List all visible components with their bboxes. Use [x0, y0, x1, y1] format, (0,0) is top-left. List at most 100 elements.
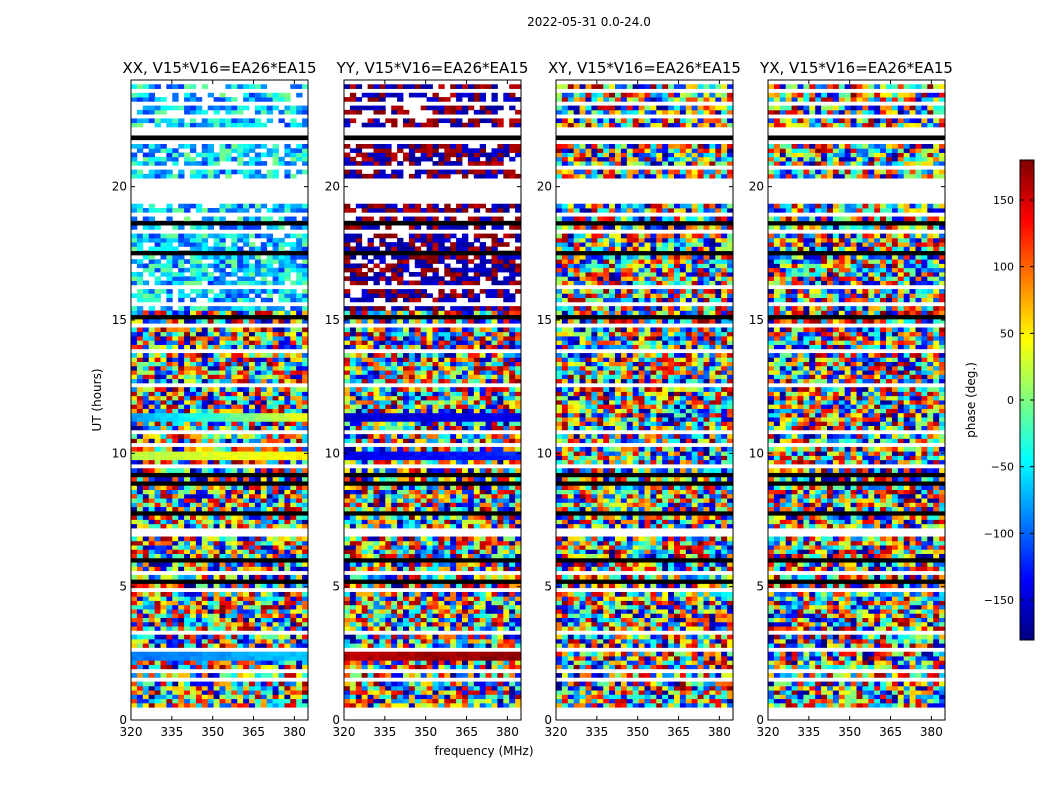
waterfall-cell	[225, 374, 231, 379]
waterfall-cell	[261, 268, 267, 273]
waterfall-cell	[243, 336, 249, 341]
waterfall-cell	[220, 135, 226, 140]
waterfall-cell	[444, 690, 450, 695]
waterfall-cell	[397, 558, 403, 563]
waterfall-cell	[261, 562, 267, 567]
waterfall-cell	[155, 246, 161, 251]
waterfall-cell	[220, 541, 226, 546]
waterfall-cell	[279, 477, 285, 482]
waterfall-cell	[492, 566, 498, 571]
waterfall-cell	[231, 268, 237, 273]
waterfall-cell	[444, 660, 450, 665]
waterfall-cell	[184, 656, 190, 661]
waterfall-cell	[415, 660, 421, 665]
waterfall-cell	[374, 673, 380, 678]
waterfall-cell	[225, 545, 231, 550]
waterfall-cell	[149, 379, 155, 384]
waterfall-cell	[214, 673, 220, 678]
waterfall-cell	[462, 558, 468, 563]
waterfall-cell	[149, 618, 155, 623]
waterfall-cell	[161, 170, 167, 175]
waterfall-cell	[225, 537, 231, 542]
waterfall-cell	[356, 438, 362, 443]
waterfall-cell	[409, 682, 415, 687]
waterfall-cell	[474, 690, 480, 695]
waterfall-cell	[433, 660, 439, 665]
waterfall-cell	[444, 665, 450, 670]
waterfall-cell	[202, 251, 208, 256]
waterfall-cell	[438, 622, 444, 627]
waterfall-cell	[237, 686, 243, 691]
waterfall-cell	[249, 310, 255, 315]
waterfall-cell	[166, 374, 172, 379]
waterfall-cell	[149, 234, 155, 239]
waterfall-cell	[273, 481, 279, 486]
waterfall-cell	[421, 515, 427, 520]
waterfall-cell	[362, 494, 368, 499]
waterfall-cell	[468, 643, 474, 648]
waterfall-cell	[350, 562, 356, 567]
waterfall-cell	[137, 605, 143, 610]
waterfall-cell	[433, 426, 439, 431]
waterfall-cell	[409, 426, 415, 431]
waterfall-cell	[302, 268, 308, 273]
waterfall-cell	[237, 362, 243, 367]
waterfall-cell	[202, 148, 208, 153]
waterfall-cell	[379, 643, 385, 648]
waterfall-cell	[172, 519, 178, 524]
waterfall-cell	[486, 575, 492, 580]
waterfall-cell	[166, 345, 172, 350]
waterfall-cell	[397, 455, 403, 460]
waterfall-cell	[255, 618, 261, 623]
waterfall-cell	[161, 592, 167, 597]
waterfall-cell	[421, 562, 427, 567]
waterfall-cell	[237, 562, 243, 567]
waterfall-cell	[362, 622, 368, 627]
waterfall-cell	[208, 417, 214, 422]
waterfall-cell	[261, 353, 267, 358]
waterfall-cell	[409, 468, 415, 473]
waterfall-cell	[350, 451, 356, 456]
waterfall-cell	[492, 682, 498, 687]
waterfall-cell	[492, 490, 498, 495]
waterfall-cell	[243, 511, 249, 516]
waterfall-cell	[161, 699, 167, 704]
waterfall-cell	[403, 490, 409, 495]
waterfall-cell	[149, 694, 155, 699]
waterfall-cell	[231, 97, 237, 102]
waterfall-cell	[409, 438, 415, 443]
waterfall-cell	[290, 353, 296, 358]
waterfall-cell	[249, 494, 255, 499]
waterfall-cell	[190, 362, 196, 367]
waterfall-cell	[284, 263, 290, 268]
waterfall-cell	[362, 502, 368, 507]
waterfall-cell	[267, 626, 273, 631]
waterfall-cell	[356, 460, 362, 465]
waterfall-cell	[178, 332, 184, 337]
waterfall-cell	[137, 144, 143, 149]
waterfall-cell	[237, 596, 243, 601]
waterfall-cell	[296, 519, 302, 524]
waterfall-cell	[231, 468, 237, 473]
waterfall-cell	[515, 490, 521, 495]
waterfall-cell	[178, 289, 184, 294]
waterfall-cell	[492, 519, 498, 524]
waterfall-cell	[362, 665, 368, 670]
waterfall-cell	[296, 605, 302, 610]
waterfall-cell	[302, 84, 308, 89]
waterfall-cell	[409, 490, 415, 495]
waterfall-cell	[397, 421, 403, 426]
waterfall-cell	[344, 583, 350, 588]
waterfall-cell	[356, 583, 362, 588]
waterfall-cell	[385, 434, 391, 439]
waterfall-cell	[190, 507, 196, 512]
waterfall-cell	[374, 699, 380, 704]
waterfall-cell	[468, 468, 474, 473]
waterfall-cell	[486, 583, 492, 588]
waterfall-cell	[237, 485, 243, 490]
waterfall-cell	[220, 118, 226, 123]
waterfall-cell	[184, 293, 190, 298]
waterfall-cell	[450, 460, 456, 465]
waterfall-cell	[178, 515, 184, 520]
waterfall-cell	[143, 477, 149, 482]
